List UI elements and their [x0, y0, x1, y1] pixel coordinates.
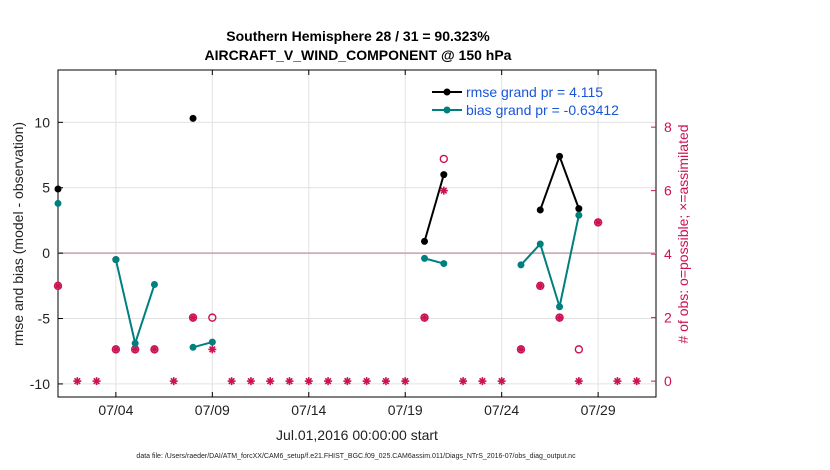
obs-assimilated-point — [208, 345, 217, 354]
rmse-point — [421, 237, 429, 245]
bias-point — [189, 343, 197, 351]
legend-bias-label: bias grand pr = -0.63412 — [466, 102, 619, 118]
y-tick-label: 0 — [42, 245, 50, 261]
bias-point — [517, 261, 525, 269]
obs-possible-point — [574, 345, 584, 354]
obs-assimilated-point — [169, 377, 178, 386]
obs-assimilated-point — [574, 377, 583, 386]
rmse-point — [575, 205, 583, 213]
bias-point — [150, 281, 158, 289]
bias-point — [112, 256, 120, 264]
x-tick-label: 07/09 — [195, 402, 230, 418]
x-axis-label: Jul.01,2016 00:00:00 start — [276, 427, 438, 443]
obs-assimilated-point — [536, 281, 545, 290]
y2-tick-label: 2 — [664, 310, 672, 326]
bias-point — [131, 339, 139, 347]
obs-assimilated-point — [420, 313, 429, 322]
obs-assimilated-point — [343, 377, 352, 386]
obs-assimilated-point — [285, 377, 294, 386]
y-tick-label: -5 — [38, 311, 51, 327]
y-axis-label: rmse and bias (model - observation) — [10, 122, 26, 346]
obs-assimilated-point — [54, 281, 62, 290]
rmse-point — [189, 114, 197, 122]
obs-assimilated-point — [516, 345, 525, 354]
obs-assimilated-point — [632, 377, 641, 386]
obs-assimilated-point — [555, 313, 564, 322]
x-tick-label: 07/19 — [388, 402, 423, 418]
chart-subtitle: AIRCRAFT_V_WIND_COMPONENT @ 150 hPa — [205, 47, 512, 63]
y-tick-label: 5 — [42, 180, 50, 196]
bias-segment — [114, 259, 137, 344]
bias-point — [54, 199, 62, 207]
obs-assimilated-point — [189, 313, 198, 322]
obs-assimilated-point — [92, 377, 101, 386]
rmse-segment — [423, 174, 445, 242]
obs-assimilated-point — [73, 377, 82, 386]
obs-assimilated-point — [381, 377, 390, 386]
bias-point — [556, 303, 564, 311]
rmse-segment — [558, 155, 580, 209]
y-axis-right: 0 2 4 6 8 — [651, 119, 672, 389]
obs-assimilated-point — [401, 377, 410, 386]
y2-tick-label: 0 — [664, 373, 672, 389]
x-tick-label: 07/04 — [98, 402, 133, 418]
legend-bias-marker — [443, 106, 451, 114]
data-marks — [53, 114, 641, 386]
y-tick-label: 10 — [34, 114, 50, 130]
obs-assimilated-point — [594, 218, 603, 227]
obs-possible-point — [208, 313, 217, 322]
obs-assimilated-point — [613, 377, 622, 386]
y2-tick-label: 6 — [664, 183, 672, 199]
bias-point — [208, 338, 216, 346]
chart-title: Southern Hemisphere 28 / 31 = 90.323% — [226, 28, 490, 44]
bias-segment — [520, 243, 541, 266]
obs-possible-point — [439, 154, 449, 164]
x-tick-label: 07/14 — [291, 402, 326, 418]
y-axis-left: -10 -5 0 5 10 — [30, 114, 63, 392]
obs-assimilated-point — [266, 377, 275, 386]
obs-assimilated-point — [304, 377, 313, 386]
obs-assimilated-point — [324, 377, 333, 386]
y2-tick-label: 8 — [664, 119, 672, 135]
legend: rmse grand pr = 4.115 bias grand pr = -0… — [432, 84, 619, 118]
x-tick-label: 07/29 — [581, 402, 616, 418]
obs-assimilated-point — [246, 377, 255, 386]
data-file-footer: data file: /Users/raeder/DAI/ATM_forcXX/… — [136, 453, 576, 460]
bias-point — [575, 211, 583, 219]
rmse-segment — [539, 155, 561, 211]
bias-segment — [539, 243, 561, 308]
bias-point — [440, 260, 448, 268]
bias-segment — [134, 284, 156, 344]
rmse-point — [440, 171, 448, 179]
obs-assimilated-point — [478, 377, 487, 386]
y2-axis-label: # of obs: o=possible; ×=assimilated — [675, 124, 691, 343]
obs-assimilated-point — [459, 377, 468, 386]
bias-point — [536, 240, 544, 248]
obs-assimilated-point — [439, 186, 448, 195]
obs-assimilated-point — [362, 377, 371, 386]
legend-rmse-marker — [443, 88, 451, 96]
obs-assimilated-point — [111, 345, 120, 354]
x-axis: 07/04 07/09 07/14 07/19 07/24 07/29 — [98, 70, 616, 418]
y-tick-label: -10 — [30, 376, 50, 392]
bias-segment — [558, 214, 580, 307]
x-tick-label: 07/24 — [484, 402, 519, 418]
bias-point — [421, 254, 429, 262]
grid-lines — [58, 70, 656, 397]
legend-rmse-label: rmse grand pr = 4.115 — [466, 84, 603, 100]
y2-tick-label: 4 — [664, 246, 672, 262]
rmse-point — [536, 206, 544, 214]
rmse-point — [54, 185, 62, 193]
obs-assimilated-point — [150, 345, 159, 354]
rmse-point — [556, 152, 564, 160]
obs-assimilated-point — [227, 377, 236, 386]
obs-assimilated-point — [497, 377, 506, 386]
plot-area — [57, 69, 657, 398]
